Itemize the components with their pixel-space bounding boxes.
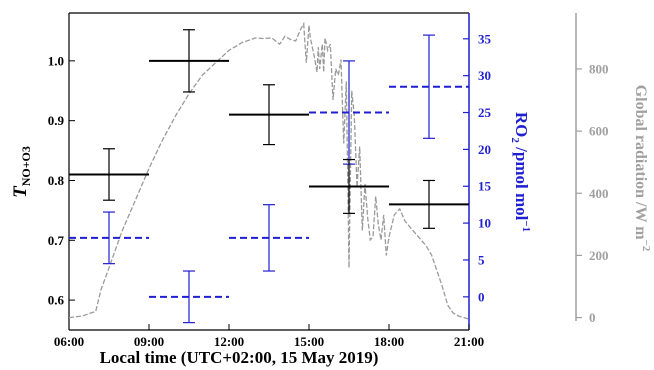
- left-tick-label: 0.6: [48, 293, 65, 308]
- right-tick-label: 10: [478, 216, 491, 231]
- series-layer: [68, 21, 470, 324]
- radiation-series-line: [68, 21, 470, 320]
- right-tick-label: 30: [478, 68, 491, 83]
- x-tick-label: 15:00: [294, 334, 324, 349]
- far-tick-label: 400: [589, 186, 609, 201]
- right-axis-ticks: 0 5 10 15 20 25 30 35: [463, 31, 492, 304]
- right-axis-title-main: RO: [512, 112, 531, 138]
- far-tick-label: 200: [589, 248, 609, 263]
- left-axis-ticks: 0.6 0.7 0.8 0.9 1.0: [48, 53, 75, 308]
- left-tick-label: 0.9: [48, 113, 65, 128]
- right-tick-label: 25: [478, 105, 492, 120]
- right-axis-title-sub: 2: [509, 137, 521, 143]
- x-tick-label: 09:00: [134, 334, 164, 349]
- left-tick-label: 1.0: [48, 53, 64, 68]
- left-tick-label: 0.8: [48, 173, 65, 188]
- far-tick-label: 800: [589, 61, 609, 76]
- left-tick-label: 0.7: [48, 233, 65, 248]
- far-axis-title-sup: −2: [640, 240, 652, 252]
- right-tick-label: 15: [478, 179, 492, 194]
- x-tick-label: 06:00: [54, 334, 84, 349]
- svg-text:TNO+O3: TNO+O3: [10, 146, 33, 198]
- x-tick-label: 18:00: [374, 334, 404, 349]
- right-tick-label: 20: [478, 142, 491, 157]
- right-axis-title: RO2 /pmol mol−1: [509, 112, 532, 232]
- left-axis-title: TNO+O3: [10, 146, 33, 198]
- right-axis-title-sup: −1: [520, 220, 532, 232]
- svg-text:RO2 /pmol mol−1: RO2 /pmol mol−1: [509, 112, 532, 232]
- left-axis-title-main: T: [10, 185, 31, 198]
- x-axis-ticks: 06:00 09:00 12:00 15:00 18:00 21:00: [54, 324, 484, 349]
- far-axis-title-main: Global radiation /W m: [632, 85, 649, 241]
- far-axis-ticks: 0 200 400 600 800: [576, 61, 609, 325]
- right-tick-label: 5: [478, 252, 485, 267]
- plot-frame: [68, 12, 577, 331]
- svg-text:Global radiation /W m−2: Global radiation /W m−2: [632, 85, 652, 252]
- x-tick-label: 12:00: [214, 334, 244, 349]
- x-tick-label: 21:00: [454, 334, 484, 349]
- x-axis-title: Local time (UTC+02:00, 15 May 2019): [100, 348, 379, 367]
- far-axis-title: Global radiation /W m−2: [632, 85, 652, 252]
- right-tick-label: 35: [478, 31, 492, 46]
- far-tick-label: 0: [589, 310, 596, 325]
- right-axis-title-rest: /pmol mol: [512, 143, 531, 221]
- far-tick-label: 600: [589, 124, 609, 139]
- left-axis-title-sub: NO+O3: [19, 146, 33, 186]
- right-tick-label: 0: [478, 289, 485, 304]
